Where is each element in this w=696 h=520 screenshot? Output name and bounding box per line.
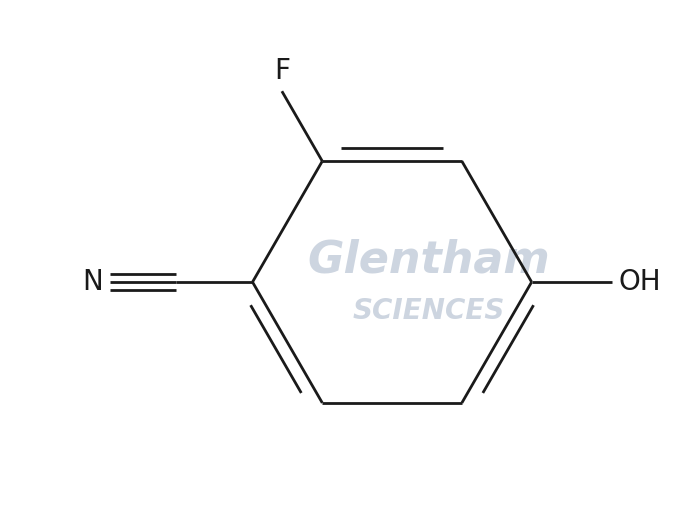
Text: SCIENCES: SCIENCES (353, 297, 505, 326)
Text: OH: OH (618, 268, 661, 296)
Text: Glentham: Glentham (308, 239, 550, 281)
Text: N: N (82, 268, 103, 296)
Text: F: F (274, 57, 290, 85)
